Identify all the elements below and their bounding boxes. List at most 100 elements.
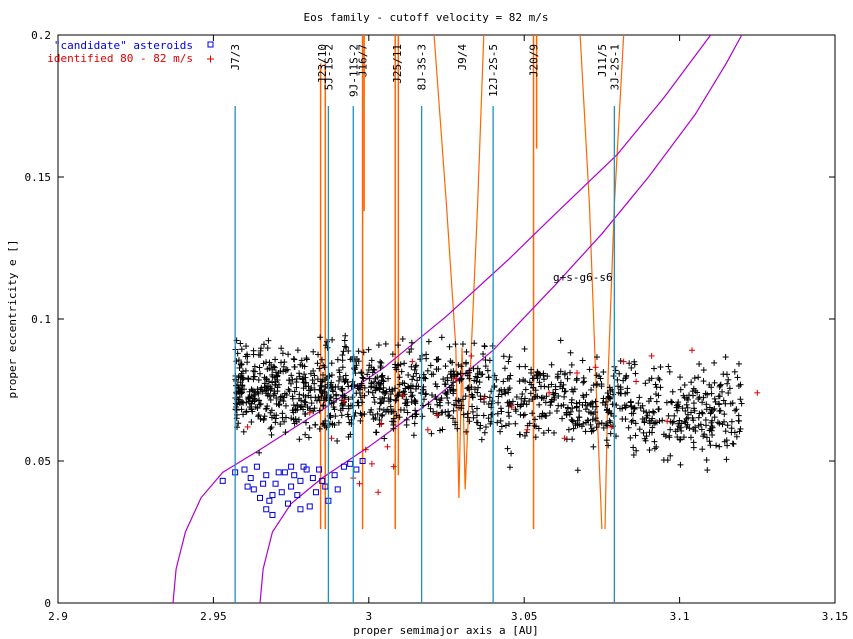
cloud-point xyxy=(557,379,564,386)
cloud-point xyxy=(273,395,280,402)
cloud-point xyxy=(255,351,262,358)
cloud-point xyxy=(506,375,513,382)
cloud-point xyxy=(238,346,245,353)
cloud-point xyxy=(523,429,530,436)
cloud-point xyxy=(564,375,571,382)
cloud-point xyxy=(505,403,512,410)
candidate-point xyxy=(288,483,295,490)
cloud-point xyxy=(409,376,416,383)
identified-point xyxy=(754,389,761,396)
cloud-point xyxy=(473,412,480,419)
cloud-point xyxy=(731,368,738,375)
cloud-point xyxy=(349,394,356,401)
cloud-point xyxy=(651,409,658,416)
cloud-point xyxy=(593,424,600,431)
cloud-point xyxy=(531,422,538,429)
cloud-point xyxy=(390,415,397,422)
cloud-point xyxy=(437,402,444,409)
cloud-point xyxy=(442,363,449,370)
cloud-point xyxy=(481,429,488,436)
cloud-point xyxy=(428,430,435,437)
cloud-point xyxy=(536,413,543,420)
cloud-point xyxy=(469,403,476,410)
cloud-point xyxy=(686,425,693,432)
cloud-point xyxy=(567,408,574,415)
cloud-point xyxy=(695,374,702,381)
cloud-point xyxy=(562,388,569,395)
identified-point xyxy=(648,352,655,359)
cloud-point xyxy=(406,349,413,356)
cloud-point xyxy=(251,363,258,370)
cloud-point xyxy=(255,376,262,383)
cloud-point xyxy=(553,407,560,414)
cloud-point xyxy=(403,416,410,423)
cloud-point xyxy=(376,405,383,412)
cloud-point xyxy=(433,366,440,373)
cloud-point xyxy=(412,398,419,405)
cloud-point xyxy=(446,343,453,350)
cloud-point xyxy=(297,361,304,368)
y-tick-label: 0.1 xyxy=(31,313,51,326)
cloud-point xyxy=(655,375,662,382)
cloud-point xyxy=(463,348,470,355)
cloud-point xyxy=(523,401,530,408)
cloud-point xyxy=(264,366,271,373)
secular-curve-outer xyxy=(172,34,712,604)
cloud-point xyxy=(361,411,368,418)
cloud-point xyxy=(267,409,274,416)
cloud-point xyxy=(732,407,739,414)
cloud-point xyxy=(399,336,406,343)
cloud-point xyxy=(428,392,435,399)
cloud-point xyxy=(655,406,662,413)
cloud-point xyxy=(293,384,300,391)
cloud-point xyxy=(329,420,336,427)
cloud-point xyxy=(371,399,378,406)
cloud-point xyxy=(512,406,519,413)
cloud-point xyxy=(516,363,523,370)
cloud-point xyxy=(465,384,472,391)
cloud-point xyxy=(433,356,440,363)
cloud-point xyxy=(548,381,555,388)
cloud-point xyxy=(725,376,732,383)
cloud-point xyxy=(235,357,242,364)
cloud-point xyxy=(683,423,690,430)
cloud-point xyxy=(409,392,416,399)
identified-point xyxy=(362,446,369,453)
identified-point xyxy=(306,409,313,416)
cloud-point xyxy=(353,362,360,369)
cloud-point xyxy=(403,421,410,428)
cloud-point xyxy=(475,384,482,391)
cloud-point xyxy=(419,386,426,393)
cloud-point xyxy=(641,419,648,426)
cloud-point xyxy=(358,380,365,387)
cloud-point xyxy=(568,386,575,393)
cloud-point xyxy=(596,420,603,427)
cloud-point xyxy=(394,362,401,369)
cloud-point xyxy=(243,399,250,406)
cloud-point xyxy=(337,407,344,414)
identified-point xyxy=(375,489,382,496)
cloud-point xyxy=(296,370,303,377)
candidate-point xyxy=(291,472,298,479)
cloud-point xyxy=(452,421,459,428)
cloud-point xyxy=(497,417,504,424)
candidate-point xyxy=(353,466,360,473)
cloud-point xyxy=(329,387,336,394)
cloud-point xyxy=(669,399,676,406)
cloud-point xyxy=(516,378,523,385)
cloud-point xyxy=(252,396,259,403)
cloud-point xyxy=(592,417,599,424)
cloud-point xyxy=(376,385,383,392)
cloud-point xyxy=(466,418,473,425)
identified-point xyxy=(574,369,581,376)
candidate-point xyxy=(340,463,347,470)
candidate-point xyxy=(253,463,260,470)
cloud-point xyxy=(659,417,666,424)
identified-point xyxy=(608,423,615,430)
cloud-point xyxy=(589,416,596,423)
cloud-point xyxy=(338,412,345,419)
cloud-point xyxy=(646,417,653,424)
legend-label-candidate: "candidate" asteroids xyxy=(54,39,193,52)
cloud-point xyxy=(506,398,513,405)
cloud-point xyxy=(389,388,396,395)
